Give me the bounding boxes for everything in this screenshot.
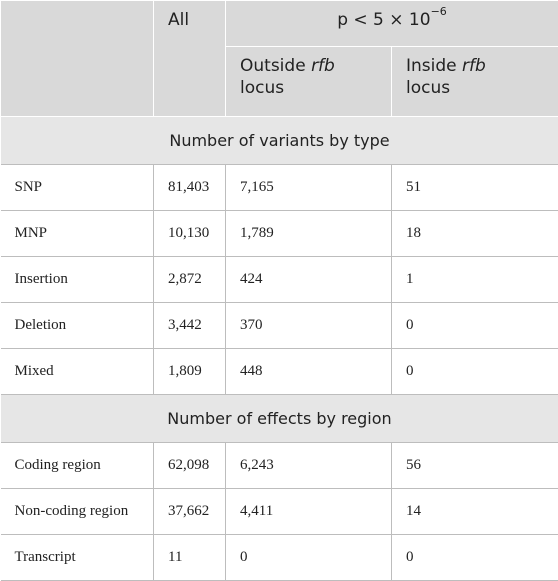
value-cell: 81,403 (154, 165, 226, 211)
p-value-exponent: −6 (431, 5, 447, 18)
header-cell: p < 5 × 10−6 (226, 1, 558, 47)
header-cell: Inside rfb locus (392, 47, 558, 117)
value-cell: 62,098 (154, 443, 226, 489)
section-title: Number of effects by region (1, 395, 558, 443)
label-cell: Deletion (1, 303, 154, 349)
value-cell: 0 (392, 303, 558, 349)
value-cell: 0 (392, 535, 558, 581)
header-text: locus (240, 78, 284, 98)
label-cell: Transcript (1, 535, 154, 581)
value-cell: 4,411 (226, 489, 392, 535)
value-cell: 18 (392, 211, 558, 257)
header-text: Inside (406, 56, 457, 76)
value-cell: 3,442 (154, 303, 226, 349)
label-cell: Non-coding region (1, 489, 154, 535)
header-cell: Outside rfb locus (226, 47, 392, 117)
label-cell: MNP (1, 211, 154, 257)
value-cell: 424 (226, 257, 392, 303)
value-cell: 6,243 (226, 443, 392, 489)
section-row: Number of variants by type (1, 117, 558, 165)
header-text: locus (406, 78, 450, 98)
label-cell: Insertion (1, 257, 154, 303)
value-cell: 11 (154, 535, 226, 581)
value-cell: 1,789 (226, 211, 392, 257)
value-cell: 0 (392, 349, 558, 395)
header-cell: All (154, 1, 226, 117)
label-cell: Mixed (1, 349, 154, 395)
section-row: Number of effects by region (1, 395, 558, 443)
value-cell: 448 (226, 349, 392, 395)
value-cell: 10,130 (154, 211, 226, 257)
p-value-base: p < 5 × 10 (337, 10, 430, 30)
section-title: Number of variants by type (1, 117, 558, 165)
value-cell: 37,662 (154, 489, 226, 535)
label-cell: SNP (1, 165, 154, 211)
header-cell (1, 1, 154, 117)
value-cell: 51 (392, 165, 558, 211)
label-cell: Coding region (1, 443, 154, 489)
header-text: Outside (240, 56, 306, 76)
value-cell: 1 (392, 257, 558, 303)
header-row: All p < 5 × 10−6 (1, 1, 558, 47)
header-text: rfb (462, 56, 486, 76)
value-cell: 56 (392, 443, 558, 489)
header-text: rfb (311, 56, 335, 76)
value-cell: 0 (226, 535, 392, 581)
value-cell: 370 (226, 303, 392, 349)
value-cell: 2,872 (154, 257, 226, 303)
value-cell: 7,165 (226, 165, 392, 211)
value-cell: 1,809 (154, 349, 226, 395)
value-cell: 14 (392, 489, 558, 535)
